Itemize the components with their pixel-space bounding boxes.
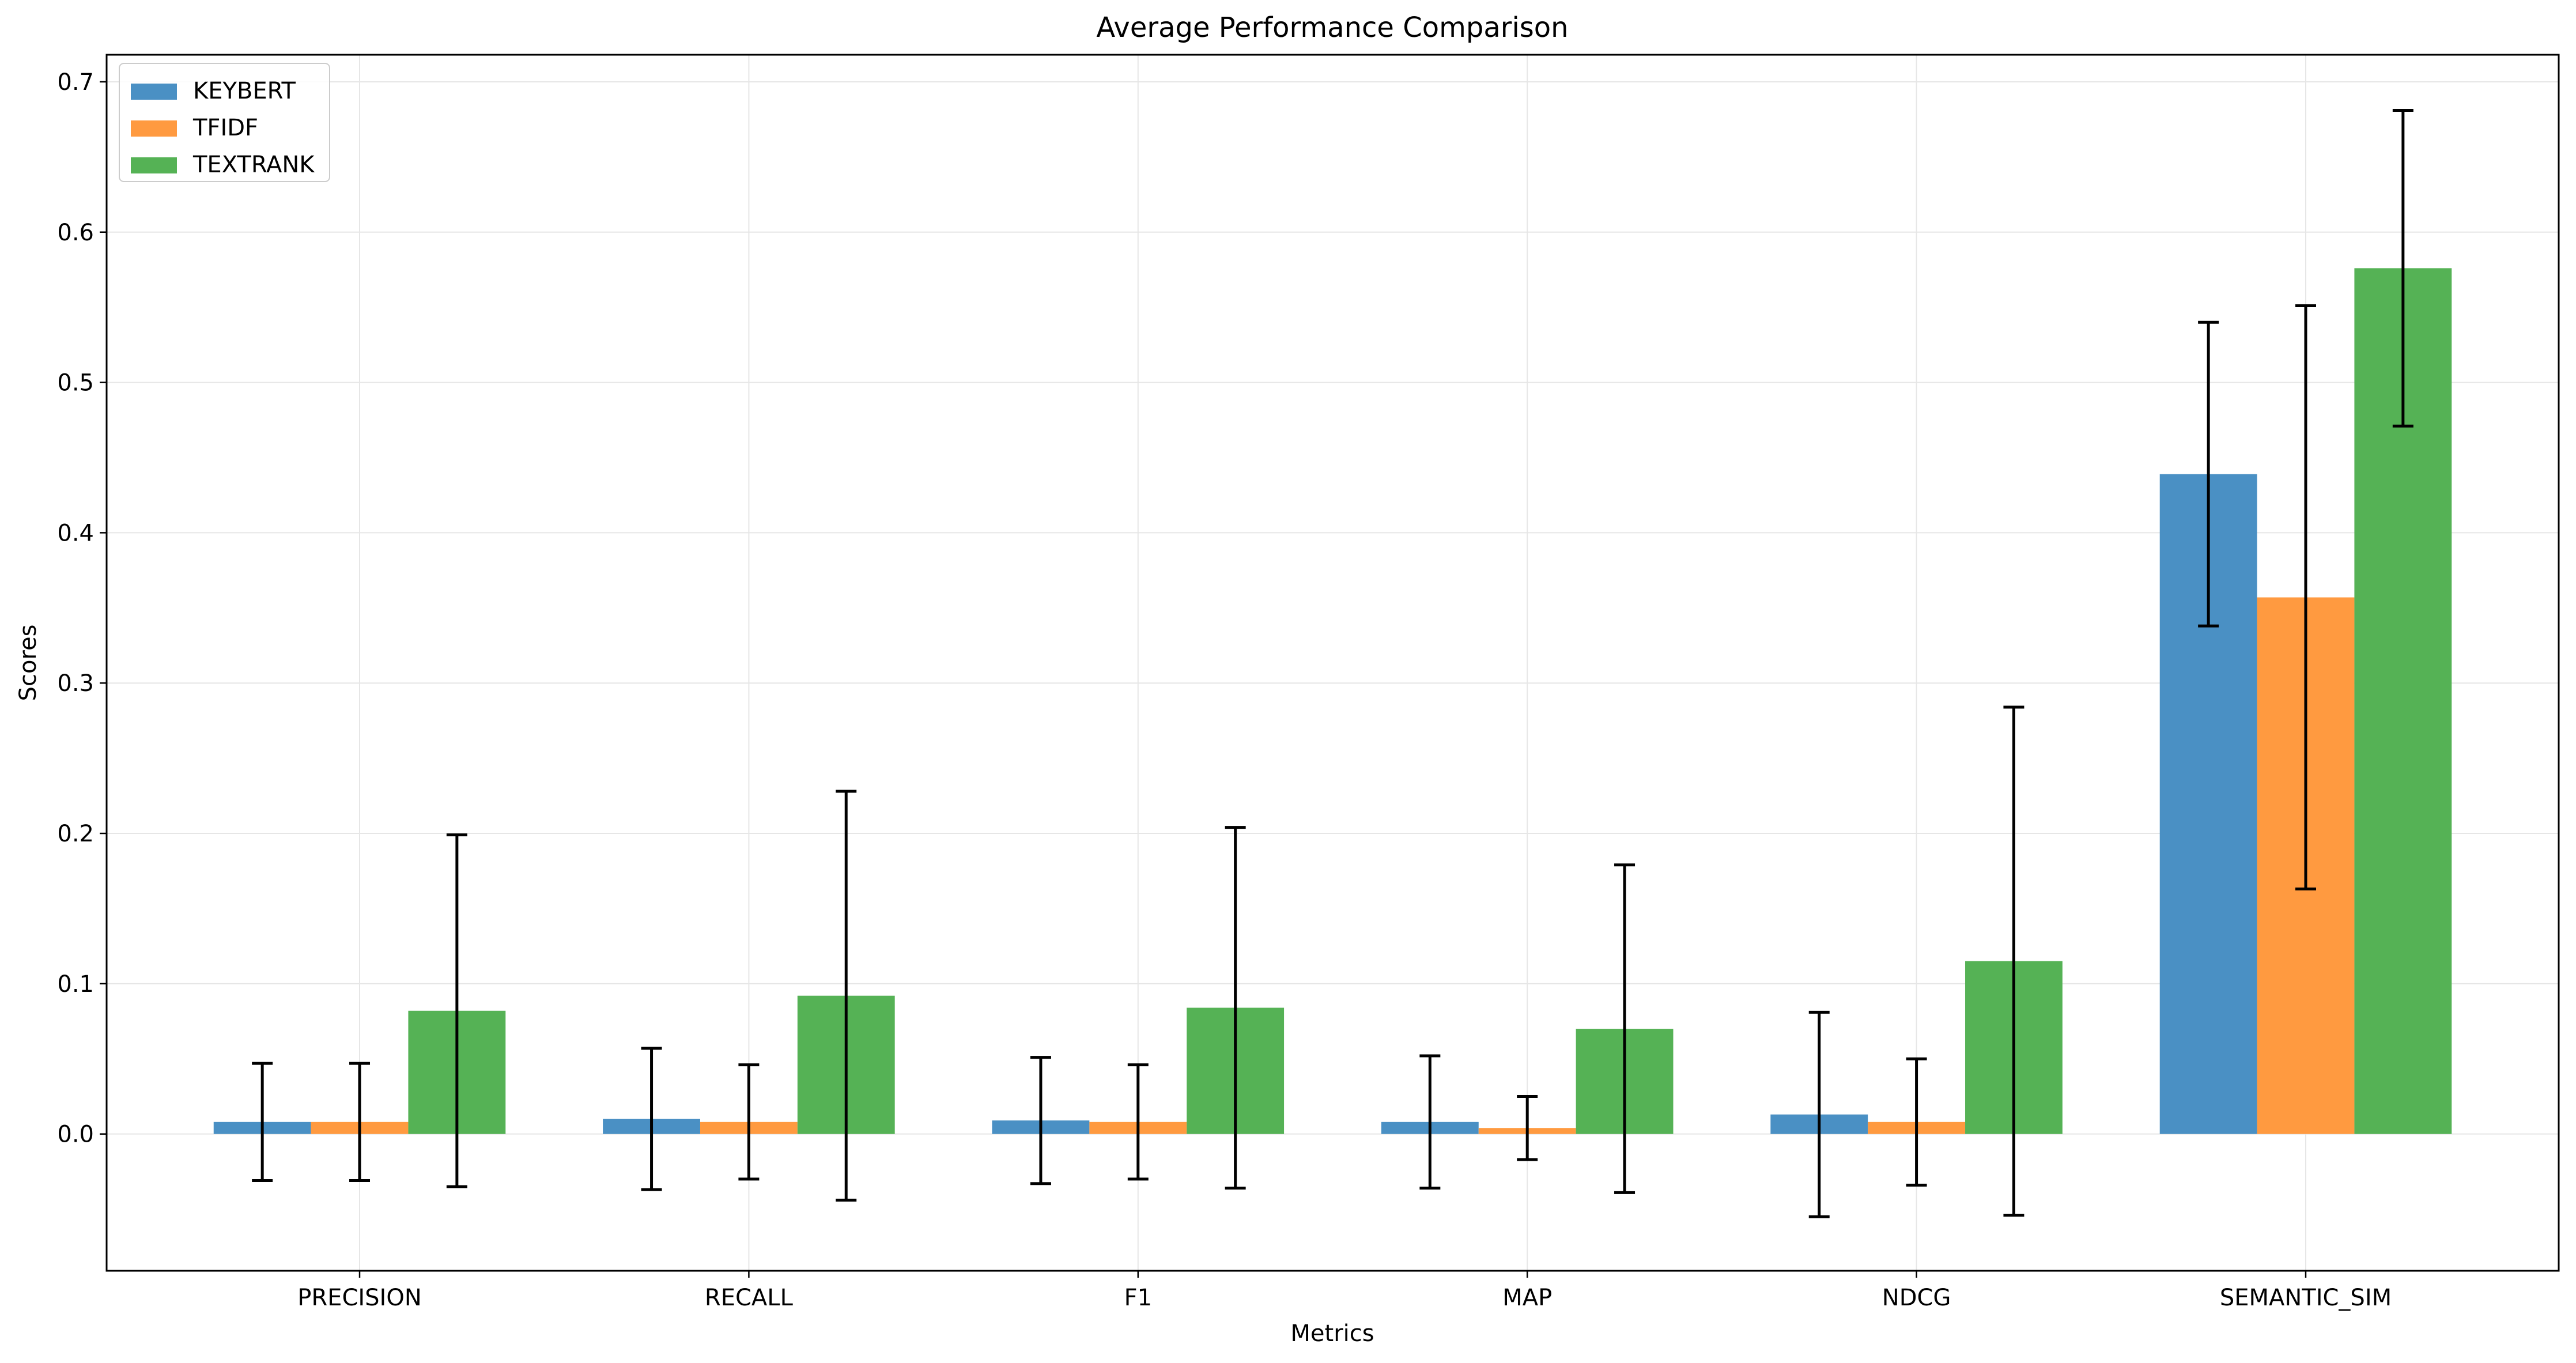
error-bar-tfidf <box>1906 1057 1927 1187</box>
error-bar-keybert <box>252 1062 273 1183</box>
bars <box>213 268 2452 1134</box>
y-axis-ticks: 0.0 0.1 0.2 0.3 0.4 0.5 0.6 0.7 <box>57 69 107 1148</box>
x-tick-label: RECALL <box>705 1285 794 1311</box>
y-tick-label: 0.4 <box>57 520 94 546</box>
legend-swatch <box>131 120 177 137</box>
legend-entry-textrank: TEXTRANK <box>131 152 315 178</box>
legend-swatch <box>131 157 177 173</box>
x-axis-title: Metrics <box>1290 1320 1374 1347</box>
y-tick-label: 0.6 <box>57 220 94 246</box>
error-bar-textrank <box>2003 705 2024 1217</box>
legend-label: TFIDF <box>192 115 258 141</box>
error-bar-textrank <box>446 833 467 1188</box>
error-bar-textrank <box>2392 109 2413 428</box>
error-bar-textrank <box>836 790 857 1202</box>
x-tick-label: NDCG <box>1882 1285 1951 1311</box>
error-bar-tfidf <box>349 1062 371 1183</box>
x-tick-label: SEMANTIC_SIM <box>2220 1285 2392 1311</box>
error-bar-textrank <box>1614 863 1636 1194</box>
error-bar-keybert <box>2198 320 2219 628</box>
y-tick-label: 0.3 <box>57 670 94 697</box>
legend-label: TEXTRANK <box>192 152 315 178</box>
error-bar-keybert <box>1419 1054 1441 1190</box>
legend-entry-keybert: KEYBERT <box>131 78 296 104</box>
error-bar-keybert <box>1030 1056 1051 1185</box>
y-tick-label: 0.1 <box>57 971 94 998</box>
y-tick-label: 0.7 <box>57 69 94 96</box>
error-bar-keybert <box>641 1047 662 1191</box>
x-tick-label: PRECISION <box>297 1285 422 1311</box>
legend-entry-tfidf: TFIDF <box>131 115 258 141</box>
x-tick-label: MAP <box>1502 1285 1552 1311</box>
plot-frame <box>105 54 2560 1272</box>
x-tick-label: F1 <box>1124 1285 1152 1311</box>
error-bar-keybert <box>1808 1010 1830 1218</box>
error-bars <box>252 109 2413 1218</box>
error-bar-tfidf <box>1517 1094 1538 1161</box>
legend-label: KEYBERT <box>193 78 296 104</box>
legend-swatch <box>131 84 177 100</box>
y-tick-label: 0.0 <box>57 1122 94 1148</box>
error-bar-tfidf <box>1127 1063 1149 1181</box>
error-bar-tfidf <box>738 1063 760 1181</box>
chart-title: Average Performance Comparison <box>1096 12 1568 44</box>
error-bar-textrank <box>1225 826 1246 1190</box>
y-axis-title: Scores <box>15 625 41 701</box>
error-bar-tfidf <box>2295 304 2316 891</box>
legend: KEYBERT TFIDF TEXTRANK <box>119 63 330 182</box>
x-axis-ticks: PRECISION RECALL F1 MAP NDCG SEMANTIC_SIM <box>297 1271 2392 1311</box>
y-tick-label: 0.2 <box>57 821 94 847</box>
y-tick-label: 0.5 <box>57 370 94 397</box>
